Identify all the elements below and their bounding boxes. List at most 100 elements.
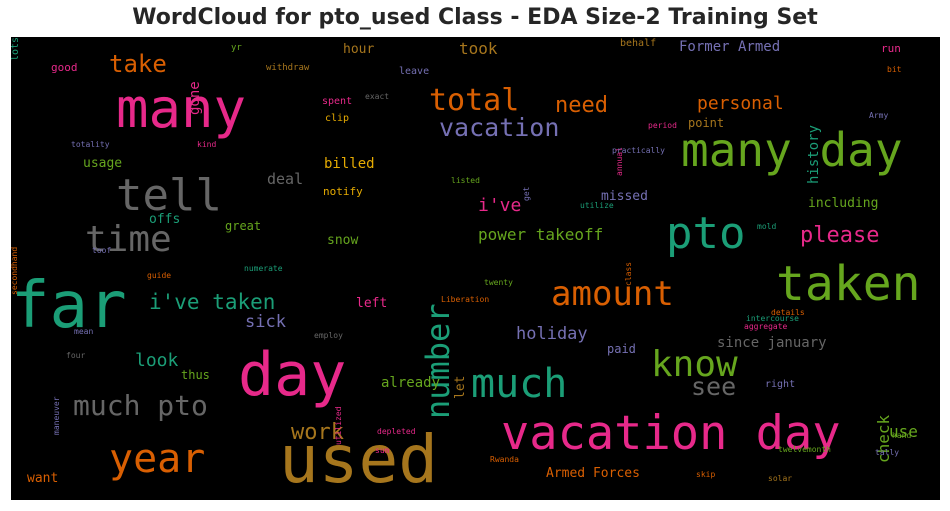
- word-66: bit: [887, 65, 902, 74]
- word-80: numerate: [244, 264, 283, 273]
- word-69: totality: [71, 140, 110, 149]
- word-54: point: [688, 116, 725, 130]
- word-9: much: [471, 361, 568, 407]
- word-74: get: [522, 186, 531, 202]
- word-76: mold: [757, 222, 777, 231]
- word-78: toof: [92, 246, 112, 255]
- word-67: period: [648, 121, 677, 130]
- word-68: Army: [869, 111, 889, 120]
- word-58: behalf: [620, 38, 657, 49]
- word-45: want: [27, 471, 59, 486]
- word-94: Rwanda: [490, 455, 519, 464]
- word-37: deal: [267, 170, 304, 188]
- word-75: utilize: [580, 201, 614, 210]
- word-7: day: [238, 340, 347, 410]
- word-43: left: [356, 296, 388, 311]
- word-cloud: many vacation day used far many day taken day p…: [11, 37, 940, 500]
- word-57: run: [881, 42, 901, 55]
- word-12: year: [109, 436, 206, 482]
- word-39: history: [806, 124, 822, 184]
- word-88: aggregate: [744, 322, 788, 331]
- word-6: taken: [776, 256, 921, 312]
- word-73: listed: [451, 176, 480, 185]
- word-83: Liberation: [441, 295, 490, 304]
- word-100: lots: [11, 37, 21, 61]
- word-87: intercourse: [746, 314, 799, 323]
- word-90: maneuver: [52, 396, 61, 436]
- word-84: details: [771, 308, 805, 317]
- word-91: utilized: [334, 406, 343, 446]
- word-18: number: [419, 303, 457, 420]
- word-38: gone: [187, 80, 203, 115]
- word-97: solar: [768, 474, 793, 483]
- word-19: i've taken: [149, 290, 276, 314]
- word-46: Armed Forces: [546, 466, 640, 481]
- word-20: take: [109, 50, 167, 78]
- word-2: vacation day: [501, 406, 841, 461]
- word-50: offs: [149, 212, 181, 227]
- word-33: took: [459, 39, 498, 58]
- word-47: snow: [327, 233, 359, 248]
- word-3: used: [279, 421, 438, 498]
- word-16: know: [651, 344, 738, 385]
- word-35: since january: [717, 335, 827, 351]
- word-52: great: [225, 219, 262, 233]
- word-89: four: [66, 351, 86, 360]
- word-98: tally: [875, 448, 900, 457]
- word-55: paid: [607, 342, 636, 356]
- word-10: tell: [116, 170, 222, 221]
- word-64: yr: [231, 43, 242, 53]
- word-82: twenty: [484, 278, 513, 287]
- word-40: including: [808, 196, 879, 211]
- word-14: total: [429, 83, 520, 118]
- word-79: guide: [147, 271, 172, 280]
- word-93: depleted: [377, 427, 416, 436]
- word-5: many day: [681, 123, 903, 177]
- word-34: Former Armed: [679, 39, 781, 55]
- word-25: see: [691, 372, 737, 401]
- word-42: already: [381, 375, 441, 391]
- word-53: notify: [323, 185, 363, 198]
- word-49: usage: [83, 156, 123, 171]
- word-51: thus: [181, 368, 210, 382]
- word-41: missed: [601, 189, 648, 204]
- word-95: skip: [696, 470, 716, 479]
- word-70: kind: [197, 140, 217, 149]
- word-4: far: [11, 269, 127, 343]
- word-15: vacation: [439, 113, 560, 142]
- word-26: look: [135, 350, 179, 371]
- word-62: clip: [325, 113, 350, 124]
- word-48: let: [453, 375, 468, 400]
- word-21: work: [291, 420, 344, 445]
- chart-title: WordCloud for pto_used Class - EDA Size-…: [132, 5, 818, 30]
- word-85: mean: [74, 327, 94, 336]
- word-81: class: [624, 261, 633, 286]
- word-24: personal: [697, 93, 784, 114]
- word-23: need: [555, 93, 608, 118]
- word-99: hand: [892, 431, 912, 440]
- word-72: practically: [612, 146, 665, 155]
- word-13: amount: [551, 274, 674, 314]
- word-8: pto: [666, 208, 746, 259]
- word-86: employ: [314, 331, 343, 340]
- word-32: use: [889, 422, 918, 441]
- word-17: much pto: [73, 389, 208, 422]
- word-56: right: [765, 379, 796, 390]
- word-59: good: [51, 61, 78, 74]
- word-11: time: [85, 219, 172, 260]
- word-60: leave: [399, 66, 430, 77]
- word-96: twelvemonth: [778, 445, 831, 454]
- word-77: secondhand: [11, 246, 19, 295]
- word-22: please: [800, 223, 880, 248]
- word-63: withdraw: [266, 63, 310, 73]
- word-29: power takeoff: [478, 225, 604, 244]
- word-61: spent: [322, 96, 353, 107]
- word-36: billed: [324, 156, 375, 172]
- word-30: holiday: [516, 324, 588, 344]
- word-28: i've: [478, 195, 522, 216]
- word-92: sum: [375, 446, 390, 455]
- word-27: sick: [245, 312, 286, 332]
- word-1: many: [116, 77, 247, 140]
- word-65: exact: [365, 92, 390, 101]
- word-44: hour: [343, 42, 375, 57]
